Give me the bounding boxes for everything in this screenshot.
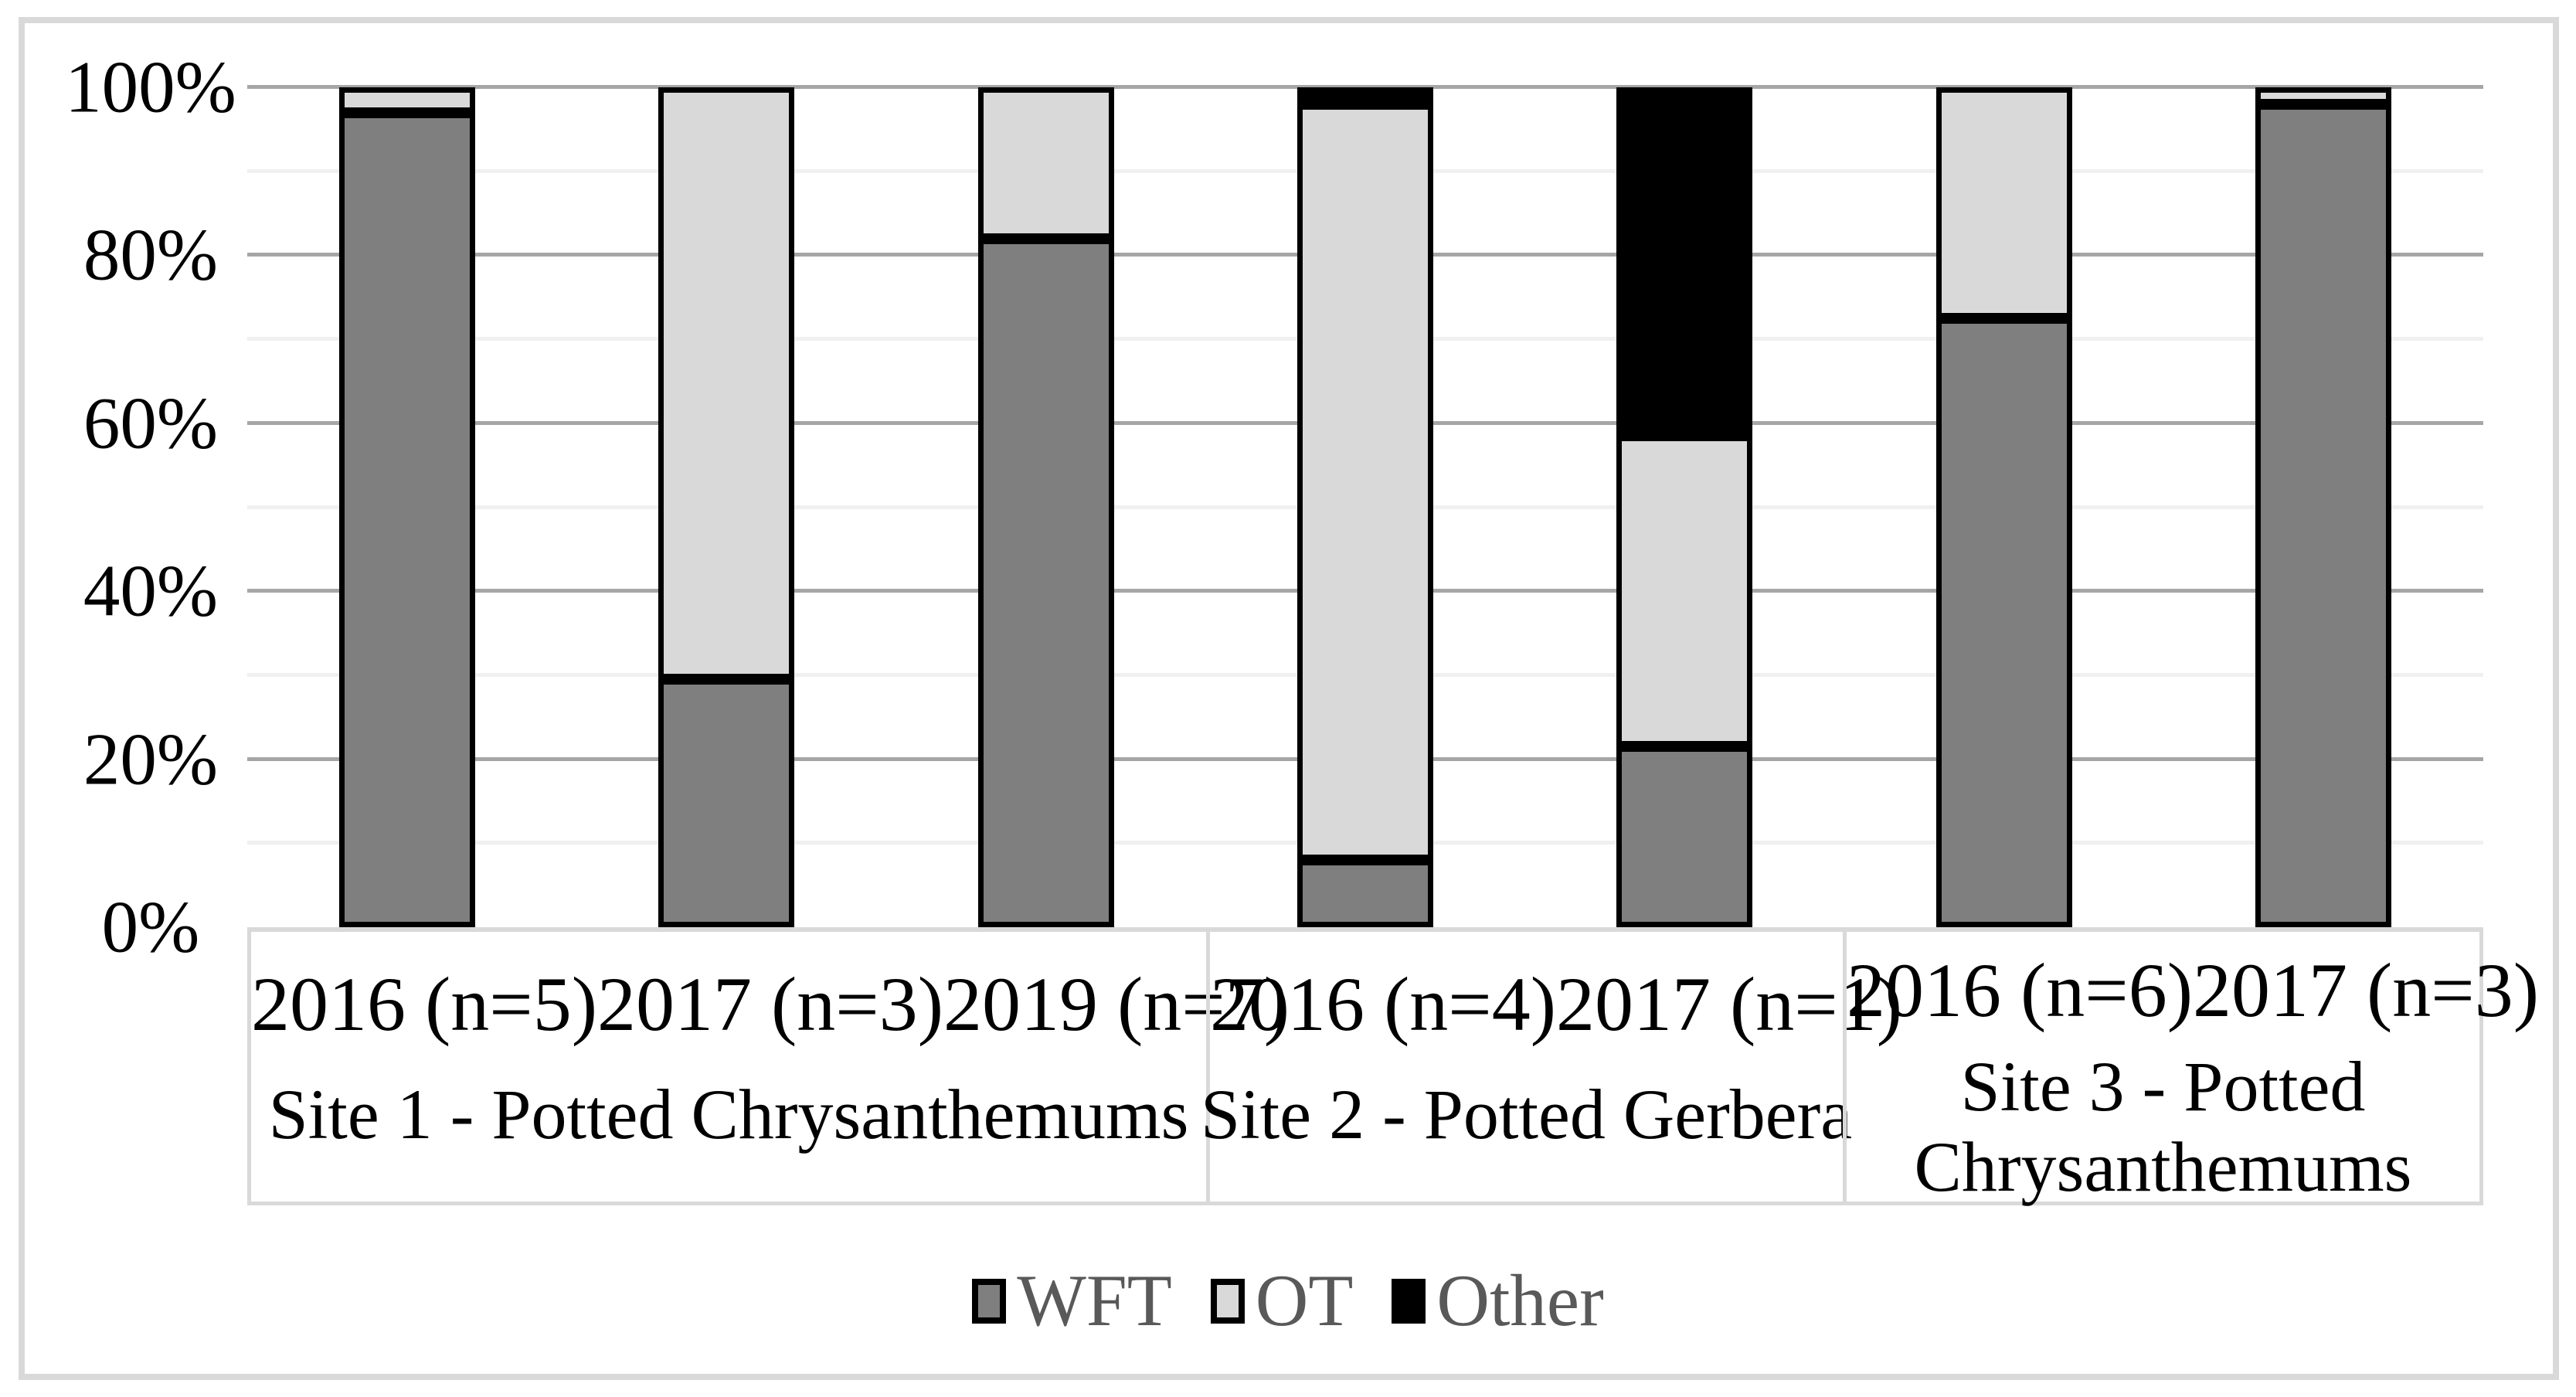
y-tick-label: 100% bbox=[65, 46, 236, 128]
group-title: Site 2 - Potted Gerbera bbox=[1201, 1074, 1852, 1154]
bar-segment-ot bbox=[1297, 104, 1433, 861]
bar-segment-wft bbox=[977, 238, 1114, 927]
bar-segment-wft bbox=[1935, 318, 2072, 927]
category-label: 2016 (n=4) bbox=[1210, 961, 1556, 1047]
bar-segment-wft bbox=[2255, 104, 2392, 927]
category-label: 2016 (n=6) bbox=[1847, 947, 2193, 1033]
stacked-bar bbox=[1297, 87, 1433, 927]
category-label: 2017 (n=3) bbox=[2193, 947, 2539, 1033]
y-axis-tick-labels: 0% 20% 40% 60% 80% 100% bbox=[23, 50, 278, 964]
bar-segment-other bbox=[1616, 87, 1753, 437]
legend-item-wft: WFT bbox=[972, 1264, 1172, 1338]
group-title-line: Chrysanthemums bbox=[1914, 1127, 2412, 1206]
legend-swatch-icon bbox=[972, 1278, 1007, 1324]
year-labels-row: 2016 (n=4) 2017 (n=1) bbox=[1210, 952, 1902, 1057]
group-title-line: Site 3 - Potted bbox=[1960, 1047, 2366, 1126]
plot-area bbox=[247, 85, 2483, 927]
group-title: Site 1 - Potted Chrysanthemums bbox=[251, 1074, 1206, 1154]
legend-label: Other bbox=[1436, 1259, 1604, 1341]
category-label: 2016 (n=5) bbox=[251, 961, 597, 1047]
year-labels-row: 2016 (n=5) 2017 (n=3) 2019 (n=7) bbox=[251, 952, 1290, 1057]
bar-segment-ot bbox=[658, 87, 795, 680]
legend-swatch-icon bbox=[1210, 1278, 1245, 1324]
y-tick-label: 60% bbox=[83, 382, 219, 464]
legend: WFT OT Other bbox=[0, 1264, 2576, 1338]
y-tick-label: 0% bbox=[101, 885, 200, 968]
bar-segment-wft bbox=[658, 679, 795, 927]
bar-segment-wft bbox=[1616, 746, 1753, 927]
legend-item-other: Other bbox=[1392, 1259, 1604, 1341]
bar-segment-ot bbox=[1935, 87, 2072, 318]
bar-segment-other bbox=[1297, 87, 1433, 104]
legend-swatch-icon bbox=[1392, 1278, 1426, 1324]
legend-item-ot: OT bbox=[1210, 1259, 1354, 1341]
bar-segment-ot bbox=[977, 87, 1114, 239]
stacked-bar bbox=[1616, 87, 1753, 927]
bar-segment-ot bbox=[338, 87, 475, 113]
y-tick-label: 20% bbox=[83, 718, 219, 800]
stacked-bar bbox=[977, 87, 1114, 927]
stacked-bar bbox=[1935, 87, 2072, 927]
bar-segment-ot bbox=[2255, 87, 2392, 104]
year-labels-row: 2016 (n=6) 2017 (n=3) bbox=[1847, 947, 2539, 1033]
category-label: 2019 (n=7) bbox=[943, 961, 1290, 1047]
category-group: 2016 (n=4) 2017 (n=1) Site 2 - Potted Gerb… bbox=[1201, 932, 1902, 1202]
legend-label: OT bbox=[1255, 1259, 1354, 1341]
category-label-box: 2016 (n=5) 2017 (n=3) 2019 (n=7) Site 1 - P… bbox=[247, 927, 2539, 1206]
stacked-bar bbox=[658, 87, 795, 927]
bar-segment-wft bbox=[1297, 860, 1433, 927]
y-tick-label: 40% bbox=[83, 549, 219, 632]
stacked-bar bbox=[2255, 87, 2392, 927]
category-label: 2017 (n=3) bbox=[597, 961, 943, 1047]
group-title-line: Site 2 - Potted Gerbera bbox=[1200, 1075, 1853, 1154]
category-group: 2016 (n=6) 2017 (n=3) Site 3 - Potted Chrys… bbox=[1843, 932, 2539, 1206]
group-title-line: Site 1 - Potted Chrysanthemums bbox=[268, 1075, 1189, 1154]
stacked-bar bbox=[338, 87, 475, 927]
legend-label: WFT bbox=[1017, 1259, 1172, 1341]
category-group: 2016 (n=5) 2017 (n=3) 2019 (n=7) Site 1 - P… bbox=[251, 932, 1290, 1202]
y-tick-label: 80% bbox=[83, 213, 219, 296]
group-title: Site 3 - Potted Chrysanthemums bbox=[1847, 1046, 2479, 1207]
bar-segment-ot bbox=[1616, 436, 1753, 747]
bar-segment-wft bbox=[338, 112, 475, 927]
major-gridline bbox=[247, 85, 2483, 89]
